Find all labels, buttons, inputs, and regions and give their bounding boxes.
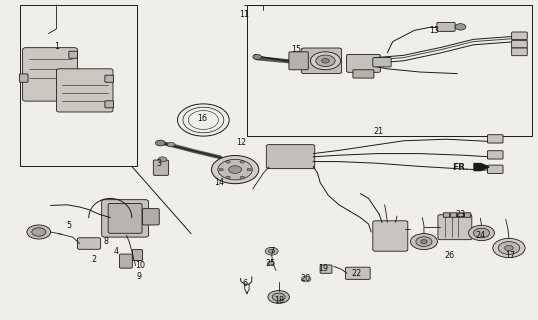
Circle shape — [27, 225, 51, 239]
Text: FR.: FR. — [452, 163, 469, 172]
Circle shape — [167, 142, 175, 147]
FancyBboxPatch shape — [23, 48, 77, 101]
FancyBboxPatch shape — [301, 48, 342, 74]
Circle shape — [265, 247, 278, 255]
Text: 4: 4 — [113, 247, 118, 256]
Circle shape — [158, 157, 167, 162]
FancyBboxPatch shape — [289, 52, 308, 70]
FancyBboxPatch shape — [437, 22, 455, 31]
Circle shape — [410, 234, 437, 250]
Circle shape — [498, 242, 520, 254]
Circle shape — [218, 159, 252, 180]
FancyBboxPatch shape — [102, 200, 148, 237]
Text: 19: 19 — [318, 264, 328, 273]
Text: 14: 14 — [214, 178, 224, 187]
Circle shape — [240, 176, 244, 179]
FancyBboxPatch shape — [373, 221, 408, 251]
Circle shape — [473, 228, 490, 238]
FancyBboxPatch shape — [443, 213, 450, 217]
FancyBboxPatch shape — [345, 267, 370, 279]
Text: 6: 6 — [242, 279, 247, 288]
FancyBboxPatch shape — [512, 48, 527, 56]
Circle shape — [505, 245, 513, 251]
Circle shape — [240, 161, 244, 163]
Text: 16: 16 — [197, 114, 207, 123]
Text: 23: 23 — [455, 210, 465, 219]
Text: 13: 13 — [429, 26, 439, 35]
Text: 11: 11 — [239, 10, 249, 19]
Circle shape — [155, 140, 165, 146]
FancyBboxPatch shape — [346, 54, 380, 72]
Circle shape — [310, 52, 341, 70]
Circle shape — [268, 249, 275, 253]
FancyBboxPatch shape — [77, 238, 101, 249]
Text: 15: 15 — [292, 45, 301, 54]
Circle shape — [267, 261, 274, 265]
Text: 8: 8 — [103, 237, 109, 246]
FancyBboxPatch shape — [105, 101, 114, 108]
Circle shape — [301, 276, 311, 282]
FancyBboxPatch shape — [373, 58, 391, 67]
Circle shape — [469, 225, 494, 241]
Text: 10: 10 — [135, 261, 145, 270]
FancyBboxPatch shape — [353, 70, 374, 78]
Circle shape — [211, 156, 259, 184]
Text: 12: 12 — [236, 138, 246, 147]
FancyBboxPatch shape — [105, 75, 114, 82]
FancyBboxPatch shape — [487, 165, 503, 173]
FancyBboxPatch shape — [69, 90, 77, 97]
Text: 25: 25 — [265, 260, 276, 268]
Circle shape — [316, 55, 335, 67]
Circle shape — [322, 59, 329, 63]
Circle shape — [253, 54, 261, 60]
FancyBboxPatch shape — [69, 51, 77, 58]
Text: 26: 26 — [445, 252, 455, 260]
FancyBboxPatch shape — [512, 40, 527, 48]
FancyBboxPatch shape — [464, 213, 471, 217]
Text: 3: 3 — [156, 159, 161, 168]
Text: 24: 24 — [476, 231, 485, 240]
Circle shape — [226, 161, 230, 163]
FancyBboxPatch shape — [56, 69, 113, 112]
FancyBboxPatch shape — [153, 160, 168, 175]
FancyBboxPatch shape — [487, 135, 503, 143]
Circle shape — [421, 240, 427, 244]
Circle shape — [272, 293, 285, 301]
Circle shape — [219, 168, 223, 171]
FancyBboxPatch shape — [320, 265, 332, 273]
FancyBboxPatch shape — [487, 151, 503, 159]
FancyBboxPatch shape — [266, 145, 315, 169]
Text: 9: 9 — [136, 272, 141, 281]
Circle shape — [226, 176, 230, 179]
Text: 21: 21 — [374, 127, 384, 136]
Circle shape — [229, 166, 242, 173]
Text: 22: 22 — [351, 269, 362, 278]
Circle shape — [416, 237, 432, 246]
Text: 2: 2 — [91, 255, 97, 264]
Bar — [247, 5, 532, 136]
Circle shape — [455, 24, 466, 30]
FancyBboxPatch shape — [450, 213, 457, 217]
FancyBboxPatch shape — [512, 32, 527, 40]
Text: 7: 7 — [269, 247, 274, 256]
FancyArrow shape — [474, 164, 489, 171]
FancyBboxPatch shape — [457, 213, 464, 217]
Text: 1: 1 — [54, 42, 59, 51]
Text: 17: 17 — [505, 252, 515, 260]
Circle shape — [268, 291, 289, 303]
FancyBboxPatch shape — [143, 209, 159, 225]
Text: 18: 18 — [274, 296, 284, 305]
FancyBboxPatch shape — [119, 254, 132, 268]
Bar — [20, 5, 137, 166]
Text: 5: 5 — [66, 221, 72, 230]
Circle shape — [493, 238, 525, 258]
Circle shape — [247, 168, 251, 171]
FancyBboxPatch shape — [19, 74, 28, 82]
FancyBboxPatch shape — [438, 215, 472, 240]
Circle shape — [32, 228, 46, 236]
FancyBboxPatch shape — [108, 204, 142, 233]
FancyBboxPatch shape — [132, 250, 143, 260]
Text: 20: 20 — [301, 274, 310, 283]
